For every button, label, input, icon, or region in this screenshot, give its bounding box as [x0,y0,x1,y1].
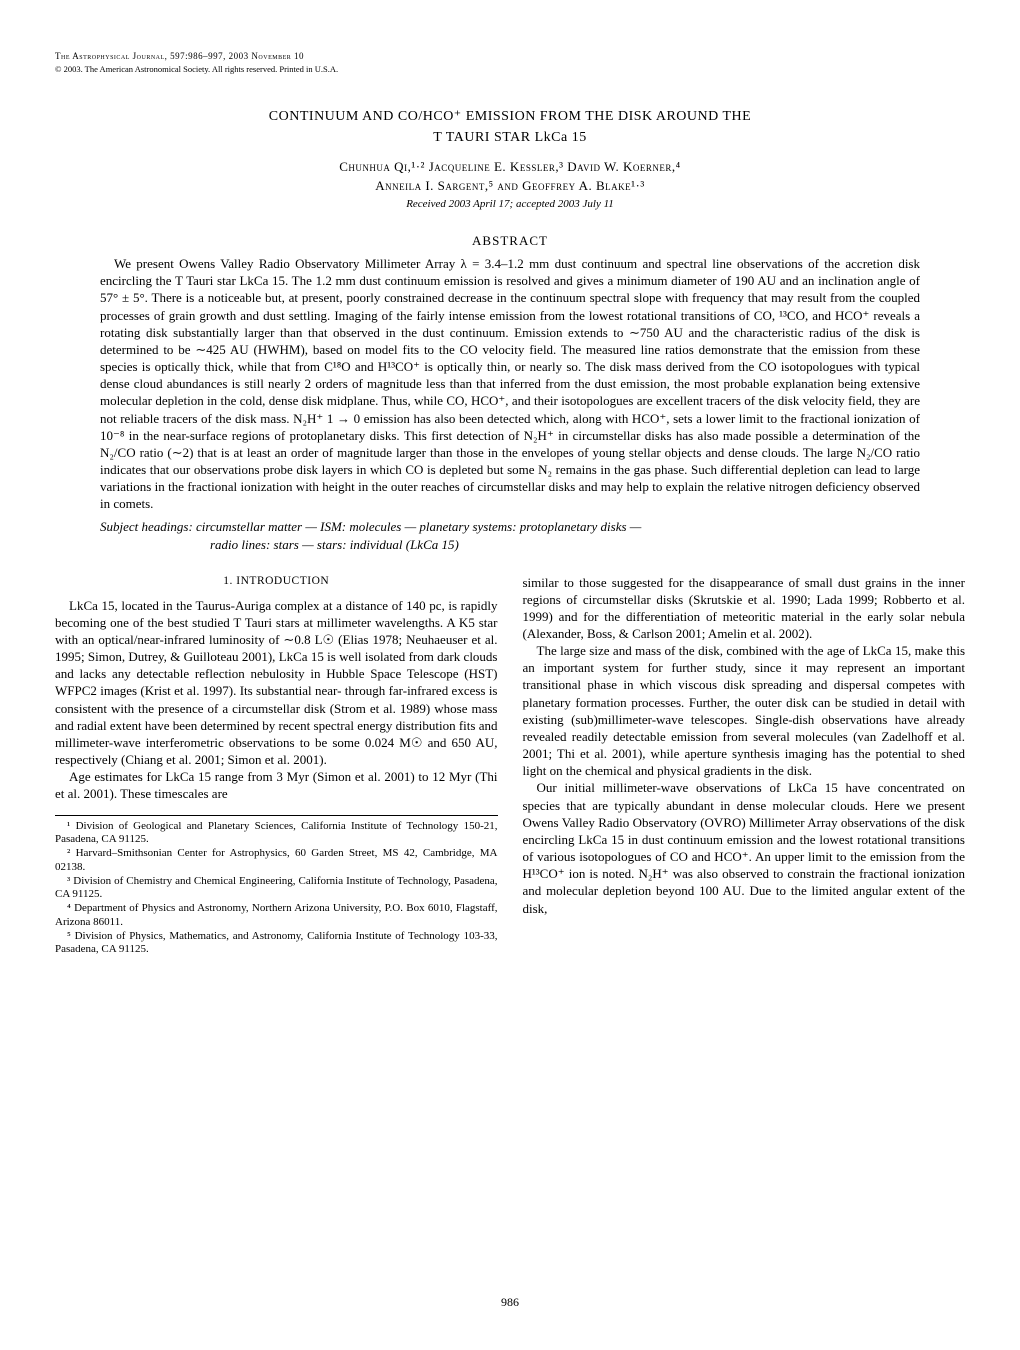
abstract-body: We present Owens Valley Radio Observator… [100,255,920,512]
abstract-text: We present Owens Valley Radio Observator… [100,255,920,512]
journal-header: The Astrophysical Journal, 597:986–997, … [55,50,965,62]
footnote-2: ² Harvard–Smithsonian Center for Astroph… [55,847,498,875]
footnote-1: ¹ Division of Geological and Planetary S… [55,820,498,848]
paper-title: CONTINUUM AND CO/HCO⁺ EMISSION FROM THE … [115,106,905,148]
intro-para-2-cont: similar to those suggested for the disap… [523,574,966,643]
right-column: similar to those suggested for the disap… [523,574,966,958]
page-number: 986 [0,1294,1020,1310]
footnote-4: ⁴ Department of Physics and Astronomy, N… [55,902,498,930]
intro-para-4: Our initial millimeter-wave observations… [523,779,966,916]
intro-para-1: LkCa 15, located in the Taurus-Auriga co… [55,597,498,769]
section-1-heading: 1. INTRODUCTION [55,574,498,589]
title-line-1: CONTINUUM AND CO/HCO⁺ EMISSION FROM THE … [269,109,751,124]
left-column: 1. INTRODUCTION LkCa 15, located in the … [55,574,498,958]
title-line-2: T TAURI STAR LkCa 15 [433,130,586,145]
footnotes-block: ¹ Division of Geological and Planetary S… [55,815,498,958]
intro-para-2: Age estimates for LkCa 15 range from 3 M… [55,768,498,802]
intro-para-3: The large size and mass of the disk, com… [523,642,966,779]
subject-headings-line1: Subject headings: circumstellar matter —… [100,519,641,534]
authors-line-1: Chunhua Qi,¹·² Jacqueline E. Kessler,³ D… [55,158,965,176]
received-line: Received 2003 April 17; accepted 2003 Ju… [55,197,965,212]
footnote-5: ⁵ Division of Physics, Mathematics, and … [55,930,498,958]
subject-headings-line2: radio lines: stars — stars: individual (… [100,537,459,552]
authors-line-2: Anneila I. Sargent,⁵ and Geoffrey A. Bla… [55,177,965,195]
footnote-3: ³ Division of Chemistry and Chemical Eng… [55,875,498,903]
copyright-line: © 2003. The American Astronomical Societ… [55,64,965,75]
subject-headings: Subject headings: circumstellar matter —… [100,518,920,553]
abstract-heading: ABSTRACT [55,232,965,250]
body-columns: 1. INTRODUCTION LkCa 15, located in the … [55,574,965,958]
